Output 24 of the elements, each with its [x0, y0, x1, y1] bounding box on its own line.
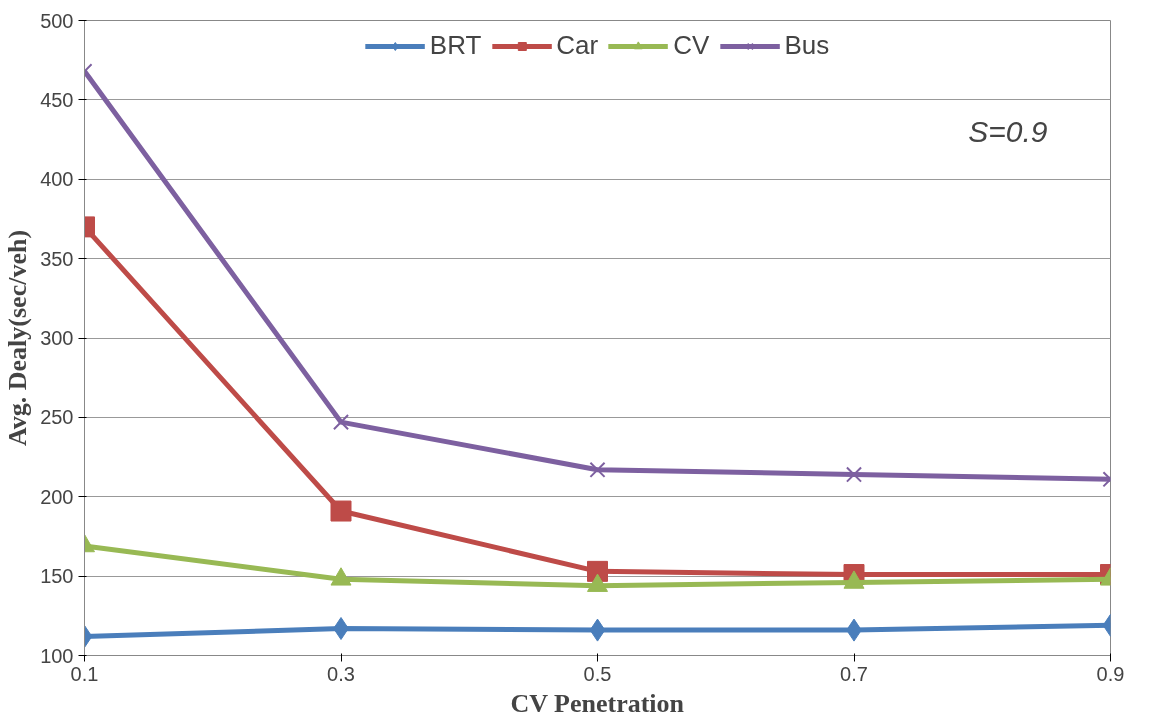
point: [330, 500, 352, 522]
legend-label: Bus: [784, 30, 830, 61]
y-tick-label: 300: [40, 327, 74, 349]
y-tick-label: 400: [40, 168, 74, 191]
x-tick-label: 0.9: [1096, 662, 1125, 685]
x-axis-title: CV Penetration: [510, 688, 685, 718]
y-tick-label: 450: [40, 88, 74, 111]
y-tick-label: 150: [40, 565, 74, 588]
y-tick-label: 500: [40, 9, 74, 32]
point: [589, 618, 606, 642]
y-tick-label: 350: [40, 247, 74, 270]
legend-label: BRT: [429, 30, 482, 61]
point: [332, 414, 350, 431]
y-tick-label: 250: [40, 406, 74, 429]
point: [589, 461, 606, 478]
x-tick-label: 0.7: [840, 662, 868, 685]
annotation: S=0.9: [968, 114, 1048, 148]
y-tick-label: 200: [40, 485, 74, 508]
x-tick-label: 0.3: [327, 662, 355, 685]
x-tick-label: 0.5: [583, 662, 612, 685]
point: [845, 466, 863, 483]
y-axis-title: Avg. Dealy(sec/veh): [3, 229, 33, 447]
legend-label: CV: [673, 30, 710, 61]
legend-label: Car: [556, 30, 599, 61]
